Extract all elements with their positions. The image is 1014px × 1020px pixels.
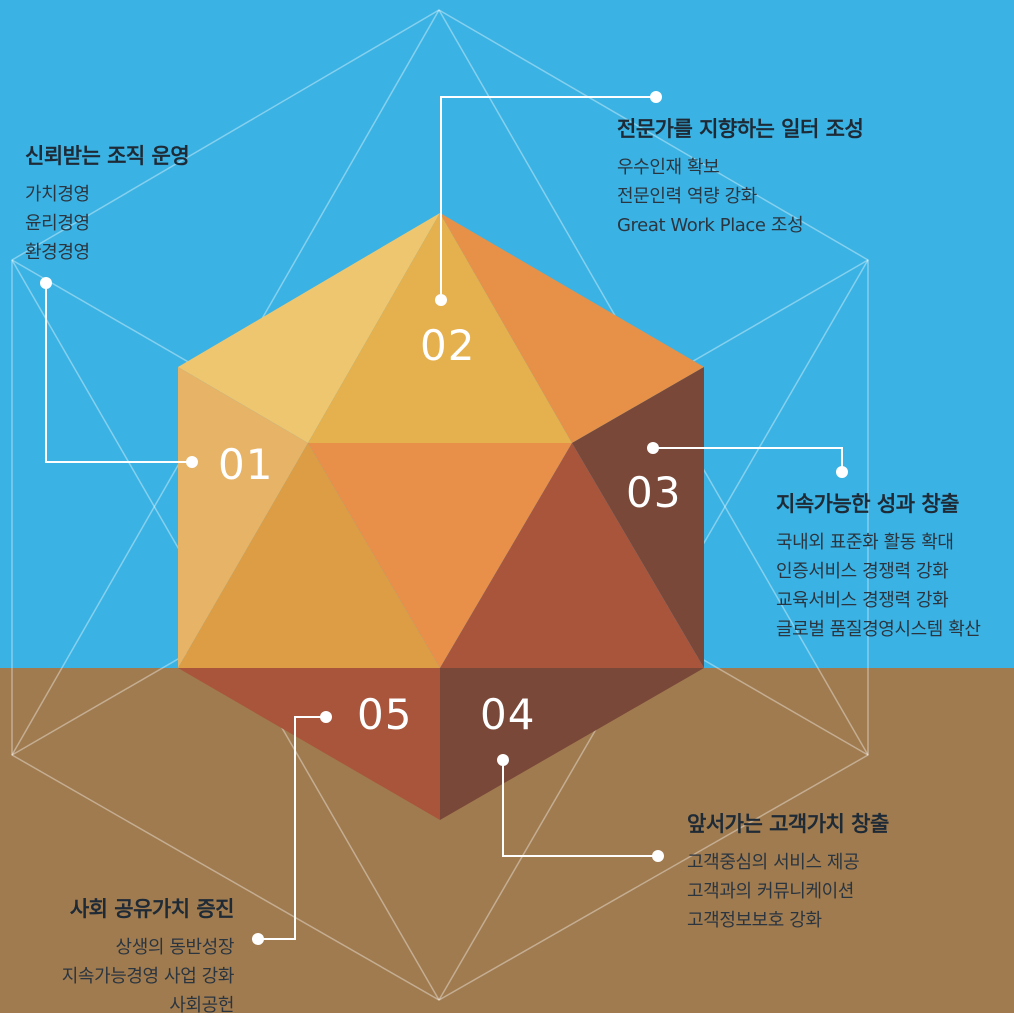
connector-dots xyxy=(40,91,848,945)
section-03: 지속가능한 성과 창출 국내외 표준화 활동 확대 인증서비스 경쟁력 강화 교… xyxy=(776,488,981,644)
facet-number-05: 05 xyxy=(357,690,413,739)
section-item: 우수인재 확보 xyxy=(617,157,720,178)
section-items: 고객중심의 서비스 제공 고객과의 커뮤니케이션 고객정보보호 강화 xyxy=(687,848,889,935)
section-item: 국내외 표준화 활동 확대 xyxy=(776,532,954,553)
faceted-solid xyxy=(178,213,704,820)
connector-dot xyxy=(497,754,509,766)
facet-number-03: 03 xyxy=(626,468,682,517)
section-title: 앞서가는 고객가치 창출 xyxy=(687,812,889,836)
section-item: 교육서비스 경쟁력 강화 xyxy=(776,590,949,611)
section-item: 사회공헌 xyxy=(169,995,234,1016)
connector-dot xyxy=(647,442,659,454)
section-item: Great Work Place 조성 xyxy=(617,215,804,236)
section-04: 앞서가는 고객가치 창출 고객중심의 서비스 제공 고객과의 커뮤니케이션 고객… xyxy=(687,808,889,935)
section-01: 신뢰받는 조직 운영 가치경영 윤리경영 환경경영 xyxy=(25,140,190,267)
section-title: 지속가능한 성과 창출 xyxy=(776,492,960,516)
section-02: 전문가를 지향하는 일터 조성 우수인재 확보 전문인력 역량 강화 Great… xyxy=(617,113,864,240)
section-item: 인증서비스 경쟁력 강화 xyxy=(776,561,949,582)
connector-dot xyxy=(320,711,332,723)
section-title: 사회 공유가치 증진 xyxy=(69,897,235,921)
section-items: 상생의 동반성장 지속가능경영 사업 강화 사회공헌 xyxy=(61,933,235,1020)
connector-dot xyxy=(836,466,848,478)
connector-lines xyxy=(45,96,843,940)
connector-dot xyxy=(650,91,662,103)
section-item: 글로벌 품질경영시스템 확산 xyxy=(776,619,981,640)
section-item: 전문인력 역량 강화 xyxy=(617,186,757,207)
section-item: 상생의 동반성장 xyxy=(115,937,235,958)
section-items: 우수인재 확보 전문인력 역량 강화 Great Work Place 조성 xyxy=(617,153,863,240)
section-item: 환경경영 xyxy=(25,242,90,263)
section-title: 신뢰받는 조직 운영 xyxy=(25,144,190,168)
section-item: 가치경영 xyxy=(25,184,90,205)
facet-number-01: 01 xyxy=(218,440,274,489)
section-item: 고객과의 커뮤니케이션 xyxy=(687,881,854,902)
section-item: 고객중심의 서비스 제공 xyxy=(687,852,860,873)
connector-dot xyxy=(435,294,447,306)
connector-dot xyxy=(40,277,52,289)
section-items: 가치경영 윤리경영 환경경영 xyxy=(25,180,189,267)
connector-dot xyxy=(252,933,264,945)
connector-dot xyxy=(652,850,664,862)
connector-dot xyxy=(186,456,198,468)
section-item: 고객정보보호 강화 xyxy=(687,910,822,931)
facet-number-02: 02 xyxy=(420,321,476,370)
facet-number-04: 04 xyxy=(480,690,536,739)
section-item: 윤리경영 xyxy=(25,213,90,234)
section-title: 전문가를 지향하는 일터 조성 xyxy=(617,117,864,141)
section-item: 지속가능경영 사업 강화 xyxy=(61,966,235,987)
section-items: 국내외 표준화 활동 확대 인증서비스 경쟁력 강화 교육서비스 경쟁력 강화 … xyxy=(776,528,981,644)
section-05: 사회 공유가치 증진 상생의 동반성장 지속가능경영 사업 강화 사회공헌 xyxy=(61,893,235,1020)
